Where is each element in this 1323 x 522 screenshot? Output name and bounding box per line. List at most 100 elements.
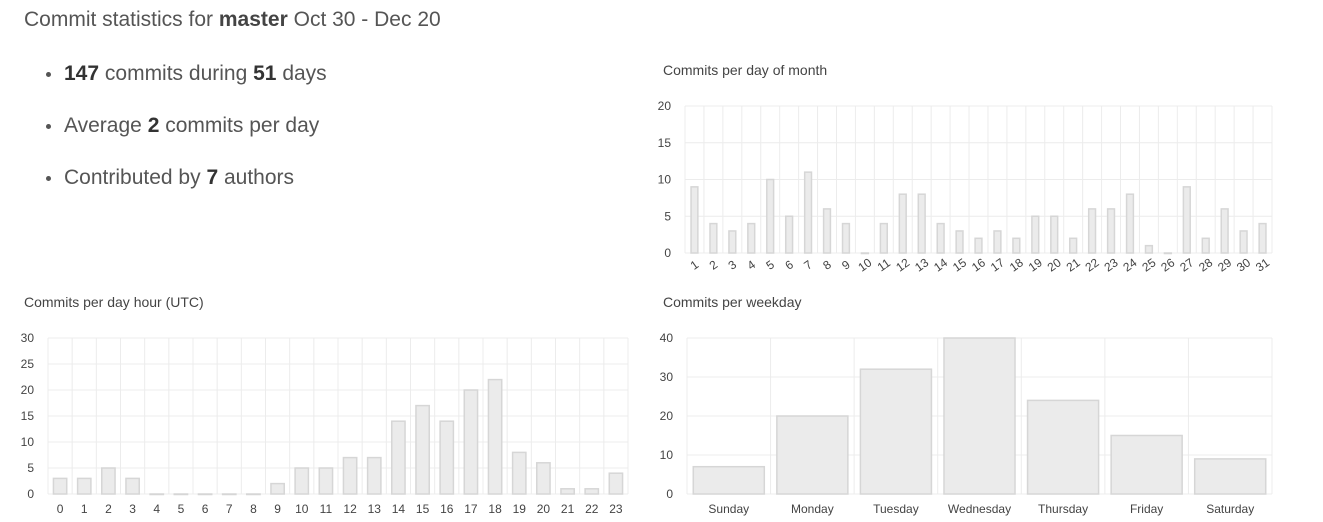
commits-text: commits during bbox=[104, 62, 248, 85]
x-tick-label: Monday bbox=[791, 502, 834, 516]
bar bbox=[822, 208, 832, 254]
y-tick-label: 20 bbox=[658, 99, 672, 113]
bar bbox=[1144, 244, 1154, 254]
bar bbox=[125, 477, 140, 495]
bar bbox=[246, 493, 261, 496]
bar bbox=[917, 193, 926, 254]
bar bbox=[584, 488, 600, 495]
bar bbox=[860, 252, 870, 255]
y-tick-label: 0 bbox=[666, 487, 673, 501]
bar bbox=[1201, 237, 1210, 254]
x-tick-label: 9 bbox=[274, 502, 281, 516]
days-count: 51 bbox=[253, 62, 277, 85]
bar bbox=[993, 230, 1002, 254]
bar bbox=[76, 477, 92, 495]
y-tick-label: 20 bbox=[21, 383, 35, 397]
bar bbox=[1026, 399, 1100, 495]
x-tick-label: 19 bbox=[513, 502, 527, 516]
bar bbox=[101, 467, 116, 495]
bar bbox=[784, 215, 794, 254]
x-tick-label: 18 bbox=[488, 502, 502, 516]
y-tick-label: 0 bbox=[27, 487, 34, 501]
bar bbox=[859, 368, 933, 495]
bar bbox=[1125, 193, 1135, 254]
bar bbox=[1239, 230, 1248, 254]
bar bbox=[511, 451, 527, 495]
date-range: Oct 30 - Dec 20 bbox=[293, 8, 441, 31]
page-title: Commit statistics for master Oct 30 - De… bbox=[24, 8, 441, 32]
bar bbox=[487, 378, 503, 495]
bar bbox=[439, 420, 455, 495]
x-tick-label: 13 bbox=[368, 502, 382, 516]
heading-prefix: Commit statistics for bbox=[24, 8, 214, 31]
x-tick-label: 17 bbox=[464, 502, 478, 516]
bar bbox=[766, 178, 775, 254]
stats-list: 147 commits during 51 days Average 2 com… bbox=[46, 60, 327, 216]
bar bbox=[536, 462, 551, 495]
bar bbox=[747, 222, 756, 254]
bar bbox=[391, 420, 406, 495]
bar bbox=[1087, 208, 1097, 254]
bar bbox=[776, 415, 849, 495]
bar bbox=[415, 404, 430, 495]
bar bbox=[1012, 237, 1021, 254]
x-tick-label: 14 bbox=[392, 502, 406, 516]
x-tick-label: Sunday bbox=[708, 502, 749, 516]
x-tick-label: Tuesday bbox=[873, 502, 919, 516]
bar bbox=[463, 389, 479, 495]
x-tick-label: 8 bbox=[250, 502, 257, 516]
x-tick-label: Thursday bbox=[1038, 502, 1088, 516]
stat-authors: Contributed by 7 authors bbox=[46, 164, 327, 216]
stat-average: Average 2 commits per day bbox=[46, 112, 327, 164]
x-tick-label: 23 bbox=[609, 502, 623, 516]
y-tick-label: 0 bbox=[664, 246, 671, 260]
x-tick-label: 3 bbox=[129, 502, 136, 516]
x-tick-label: 2 bbox=[105, 502, 112, 516]
bar bbox=[366, 456, 382, 495]
commits-count: 147 bbox=[64, 62, 100, 85]
bar bbox=[318, 467, 334, 495]
bar bbox=[608, 472, 624, 495]
average-prefix: Average bbox=[64, 114, 142, 137]
bar bbox=[955, 230, 964, 254]
y-tick-label: 25 bbox=[21, 357, 35, 371]
chart-title-weekday: Commits per weekday bbox=[663, 294, 802, 310]
x-tick-label: Friday bbox=[1130, 502, 1163, 516]
bar bbox=[1069, 237, 1078, 254]
contributed-prefix: Contributed by bbox=[64, 166, 201, 189]
stat-commits: 147 commits during 51 days bbox=[46, 60, 327, 112]
y-tick-label: 30 bbox=[21, 331, 35, 345]
x-tick-label: 20 bbox=[537, 502, 551, 516]
bar bbox=[803, 171, 813, 254]
bar bbox=[1193, 458, 1267, 495]
y-tick-label: 20 bbox=[660, 409, 674, 423]
average-count: 2 bbox=[147, 114, 160, 137]
x-tick-label: 4 bbox=[153, 502, 160, 516]
x-tick-label: 1 bbox=[81, 502, 88, 516]
x-tick-label: Wednesday bbox=[948, 502, 1011, 516]
y-tick-label: 10 bbox=[660, 448, 674, 462]
bar bbox=[1110, 434, 1183, 495]
x-tick-label: 5 bbox=[178, 502, 185, 516]
bar bbox=[943, 337, 1016, 495]
x-tick-label: 6 bbox=[202, 502, 209, 516]
bar bbox=[1163, 252, 1173, 255]
y-tick-label: 5 bbox=[27, 461, 34, 475]
bar bbox=[1031, 215, 1040, 254]
bar bbox=[149, 493, 165, 496]
authors-suffix: authors bbox=[223, 166, 295, 189]
bar bbox=[692, 465, 766, 495]
y-tick-label: 40 bbox=[660, 331, 674, 345]
x-tick-label: 15 bbox=[416, 502, 430, 516]
chart-title-day-hour: Commits per day hour (UTC) bbox=[24, 294, 204, 310]
days-text: days bbox=[282, 62, 327, 85]
bar bbox=[1106, 208, 1116, 254]
bar bbox=[197, 493, 213, 496]
x-tick-label: 0 bbox=[57, 502, 64, 516]
bar bbox=[936, 222, 945, 254]
bar bbox=[879, 222, 888, 254]
x-tick-label: 7 bbox=[226, 502, 233, 516]
bar bbox=[221, 493, 237, 496]
